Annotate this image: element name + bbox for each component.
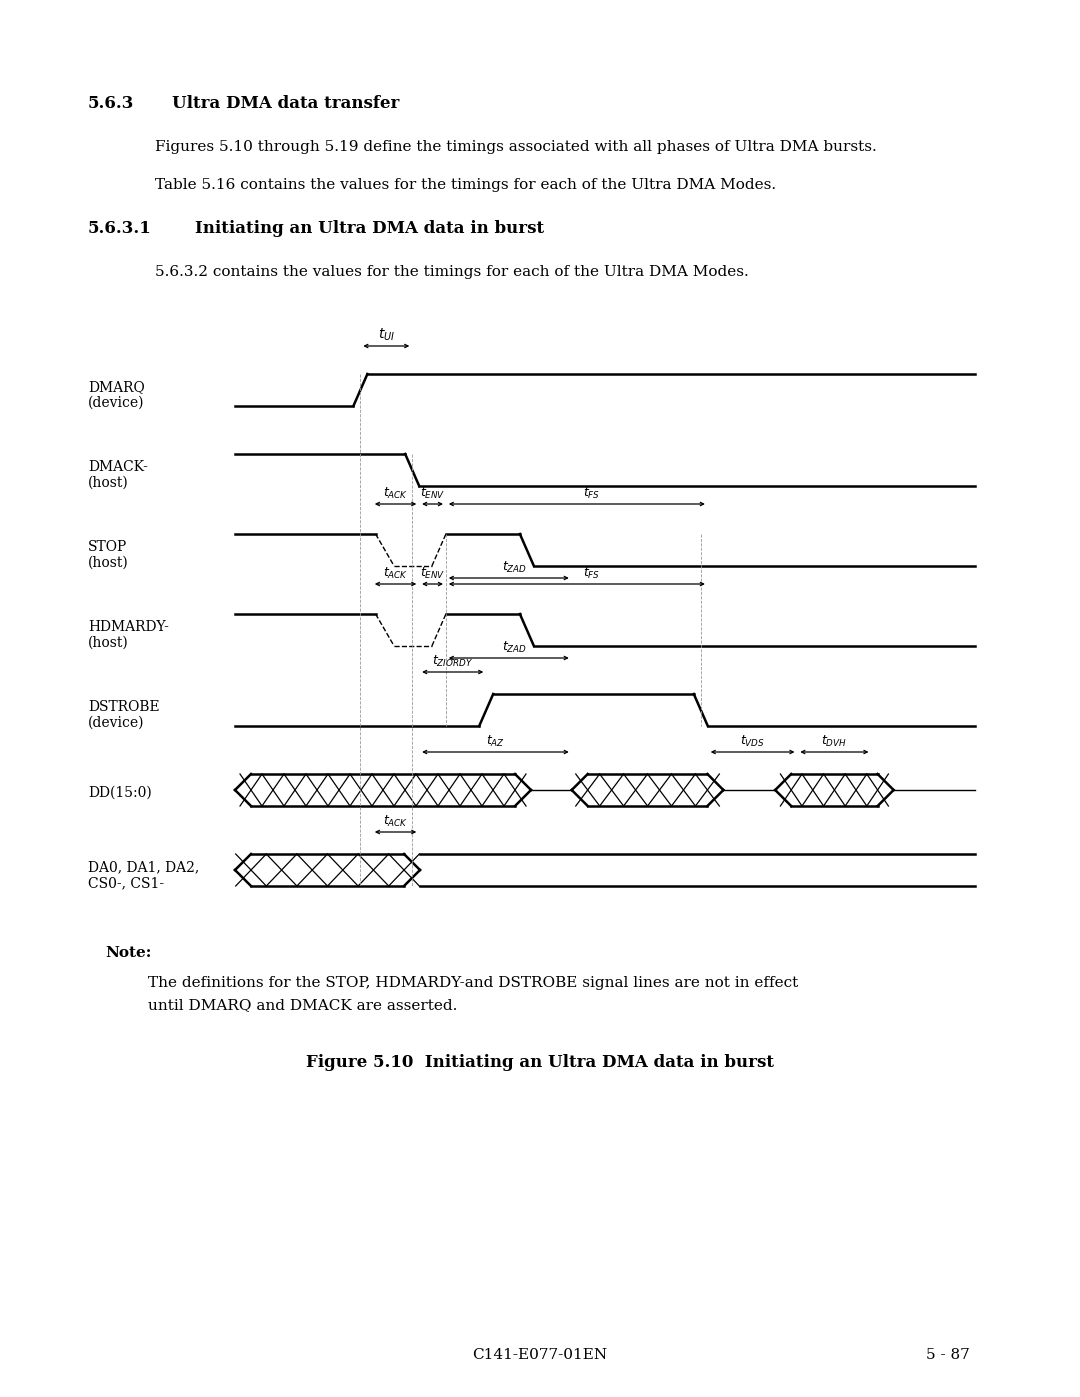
Text: $t_{ZAD}$: $t_{ZAD}$: [502, 560, 528, 576]
Text: $t_{ENV}$: $t_{ENV}$: [420, 486, 445, 502]
Text: DD(15:0): DD(15:0): [87, 787, 152, 800]
Text: HDMARDY-: HDMARDY-: [87, 620, 168, 634]
Text: CS0-, CS1-: CS0-, CS1-: [87, 876, 164, 890]
Text: Note:: Note:: [105, 946, 151, 960]
Text: The definitions for the STOP, HDMARDY-and DSTROBE signal lines are not in effect: The definitions for the STOP, HDMARDY-an…: [148, 977, 798, 990]
Text: Figures 5.10 through 5.19 define the timings associated with all phases of Ultra: Figures 5.10 through 5.19 define the tim…: [156, 140, 877, 154]
Text: $t_{ZIORDY}$: $t_{ZIORDY}$: [432, 654, 473, 669]
Text: $t_{UI}$: $t_{UI}$: [378, 327, 395, 344]
Text: 5.6.3: 5.6.3: [87, 95, 134, 112]
Text: $t_{FS}$: $t_{FS}$: [583, 566, 600, 581]
Text: STOP: STOP: [87, 541, 127, 555]
Text: $t_{VDS}$: $t_{VDS}$: [740, 733, 765, 749]
Text: DSTROBE: DSTROBE: [87, 700, 160, 714]
Text: 5 - 87: 5 - 87: [927, 1348, 970, 1362]
Text: $t_{ACK}$: $t_{ACK}$: [383, 566, 408, 581]
Text: DMARQ: DMARQ: [87, 380, 145, 394]
Text: 5.6.3.2 contains the values for the timings for each of the Ultra DMA Modes.: 5.6.3.2 contains the values for the timi…: [156, 265, 748, 279]
Text: (host): (host): [87, 476, 129, 490]
Text: DA0, DA1, DA2,: DA0, DA1, DA2,: [87, 861, 199, 875]
Text: $t_{AZ}$: $t_{AZ}$: [486, 733, 505, 749]
Text: until DMARQ and DMACK are asserted.: until DMARQ and DMACK are asserted.: [148, 997, 457, 1011]
Text: $t_{DVH}$: $t_{DVH}$: [822, 733, 848, 749]
Text: 5.6.3.1: 5.6.3.1: [87, 219, 152, 237]
Text: Initiating an Ultra DMA data in burst: Initiating an Ultra DMA data in burst: [195, 219, 544, 237]
Text: $t_{ZAD}$: $t_{ZAD}$: [502, 640, 528, 655]
Text: (device): (device): [87, 717, 145, 731]
Text: (host): (host): [87, 556, 129, 570]
Text: $t_{FS}$: $t_{FS}$: [583, 486, 600, 502]
Text: Figure 5.10  Initiating an Ultra DMA data in burst: Figure 5.10 Initiating an Ultra DMA data…: [306, 1053, 774, 1071]
Text: $t_{ACK}$: $t_{ACK}$: [383, 486, 408, 502]
Text: DMACK-: DMACK-: [87, 460, 148, 474]
Text: Table 5.16 contains the values for the timings for each of the Ultra DMA Modes.: Table 5.16 contains the values for the t…: [156, 177, 777, 191]
Text: $t_{ENV}$: $t_{ENV}$: [420, 566, 445, 581]
Text: Ultra DMA data transfer: Ultra DMA data transfer: [172, 95, 400, 112]
Text: C141-E077-01EN: C141-E077-01EN: [472, 1348, 608, 1362]
Text: $t_{ACK}$: $t_{ACK}$: [383, 814, 408, 828]
Text: (device): (device): [87, 395, 145, 409]
Text: (host): (host): [87, 636, 129, 650]
